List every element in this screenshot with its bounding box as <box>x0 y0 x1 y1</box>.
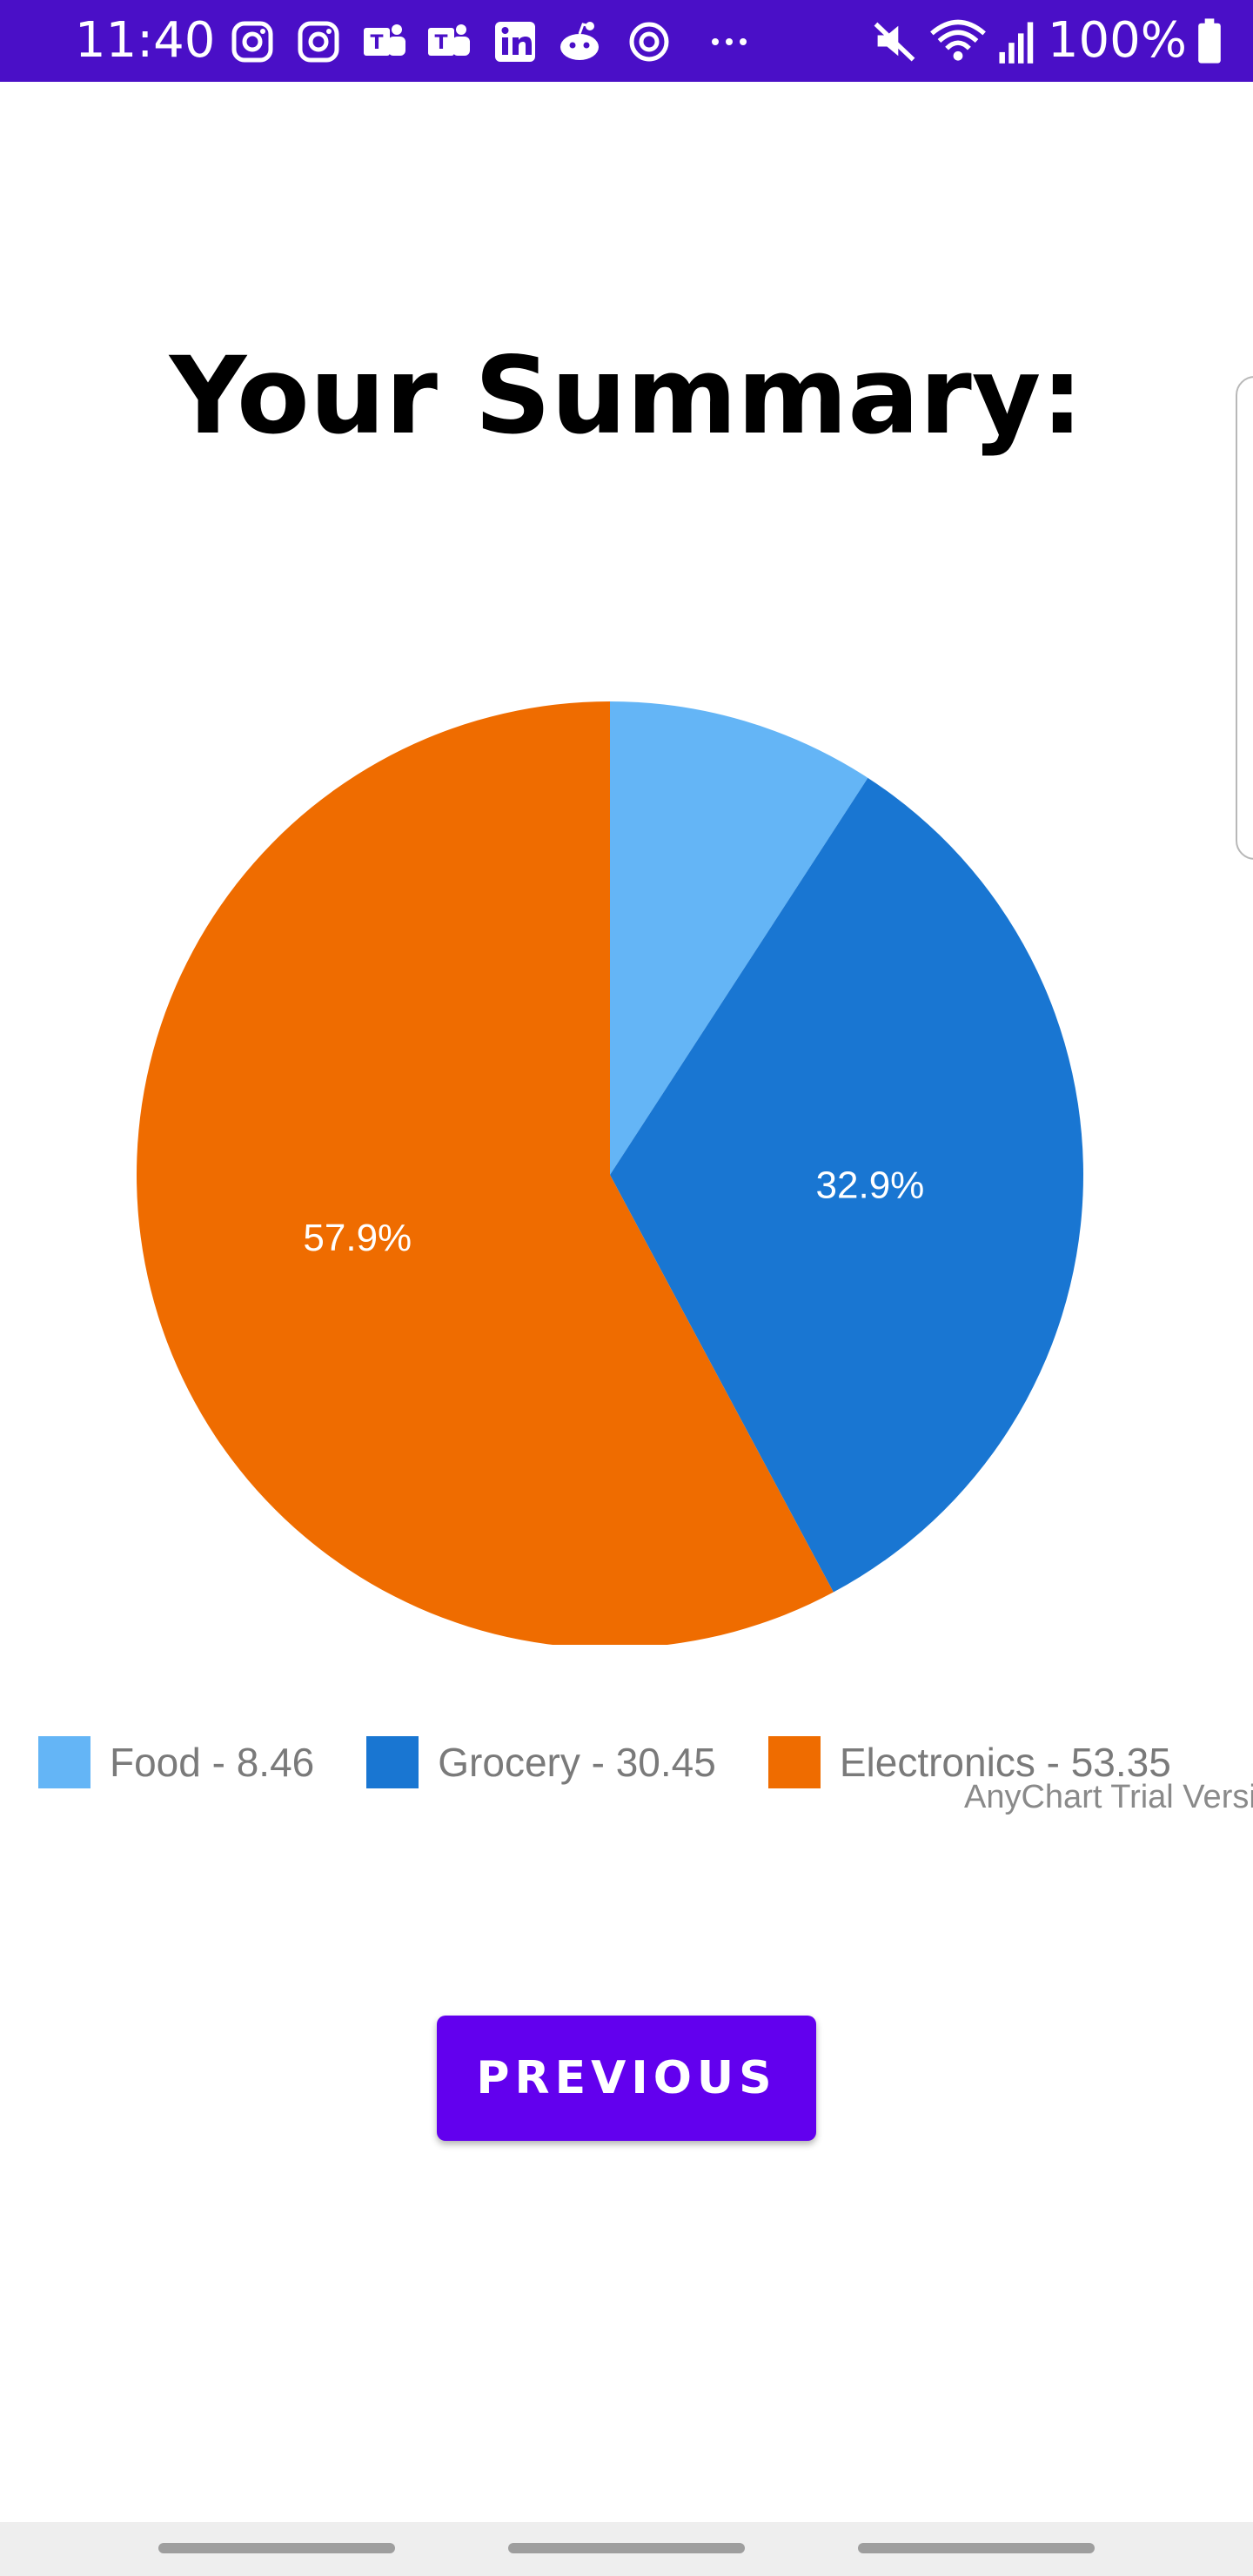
nav-recents-button[interactable] <box>158 2543 395 2553</box>
pie-slice-grocery[interactable] <box>610 777 1083 1593</box>
more-dots-icon <box>712 38 747 45</box>
chart-legend: Food - 8.46 Grocery - 30.45 Electronics - … <box>38 1734 1223 1791</box>
legend-item-grocery[interactable]: Grocery - 30.45 <box>366 1736 716 1788</box>
instagram-icon <box>298 21 339 63</box>
page-title: Your Summary: <box>169 334 1084 458</box>
legend-swatch <box>38 1736 90 1788</box>
signal-icon <box>999 22 1034 64</box>
slice-label-grocery: 32.9% <box>816 1164 925 1207</box>
pie-chart: 32.9% 57.9% <box>136 701 1083 1645</box>
battery-percentage: 100% <box>1047 12 1187 69</box>
status-right-group: 100% <box>870 12 1223 70</box>
previous-button[interactable]: PREVIOUS <box>437 2016 816 2141</box>
nav-home-button[interactable] <box>508 2543 745 2553</box>
legend-label: Electronics - 53.35 <box>839 1740 1171 1785</box>
legend-swatch <box>767 1736 821 1788</box>
legend-label: Grocery - 30.45 <box>438 1740 716 1785</box>
legend-item-electronics[interactable]: Electronics - 53.35 <box>767 1736 1171 1788</box>
status-bar: 11:40 T T <box>0 0 1253 82</box>
status-time: 11:40 <box>75 12 216 69</box>
teams-icon: T <box>364 24 405 56</box>
navigation-bar <box>0 2522 1253 2576</box>
chart-credits: AnyChart Trial Version <box>964 1779 1253 1815</box>
pie-slice-electronics[interactable] <box>136 701 834 1645</box>
legend-label: Food - 8.46 <box>110 1740 315 1785</box>
sync-icon <box>629 22 669 62</box>
slice-label-electronics: 57.9% <box>303 1217 412 1259</box>
battery-icon <box>1198 18 1221 64</box>
legend-item-food[interactable]: Food - 8.46 <box>38 1736 314 1788</box>
pie-slice-food[interactable] <box>610 701 868 1175</box>
mute-icon <box>874 22 915 62</box>
nav-back-button[interactable] <box>858 2543 1095 2553</box>
teams-icon: T <box>428 24 470 56</box>
linkedin-icon <box>495 22 535 62</box>
wifi-icon <box>929 19 986 61</box>
svg-text:T: T <box>370 32 383 54</box>
legend-swatch <box>366 1736 419 1788</box>
svg-text:T: T <box>434 32 447 54</box>
instagram-icon <box>231 21 273 63</box>
reddit-icon <box>560 22 599 60</box>
